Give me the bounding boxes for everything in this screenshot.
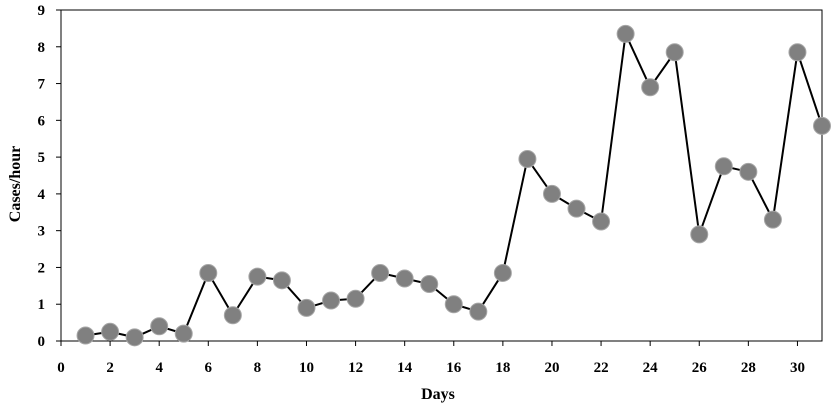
x-tick-label: 4: [155, 360, 163, 376]
data-point: [641, 78, 660, 97]
data-point: [199, 263, 218, 282]
data-point: [223, 306, 242, 325]
x-tick-label: 26: [692, 360, 708, 376]
data-point: [739, 162, 758, 181]
x-tick-label: 18: [495, 360, 510, 376]
x-tick-label: 6: [205, 360, 213, 376]
x-axis-title: Days: [421, 386, 455, 403]
data-point: [592, 212, 611, 231]
data-point: [788, 43, 807, 62]
x-axis: 0 2 4 6 8 10 12 14 16 18 20 22 24 26 28 30: [57, 341, 805, 376]
data-point: [125, 328, 144, 347]
data-point: [150, 317, 169, 336]
x-tick-label: 0: [57, 360, 65, 376]
plot-area: [60, 9, 823, 342]
x-tick-label: 8: [254, 360, 262, 376]
x-tick-label: 2: [106, 360, 114, 376]
data-point: [714, 157, 733, 176]
data-point: [763, 210, 782, 229]
x-tick-label: 14: [397, 360, 413, 376]
series-layer: [76, 24, 831, 347]
y-axis: 0 1 2 3 4 5 6 7 8 9: [38, 3, 61, 350]
data-point: [272, 271, 291, 290]
data-point: [371, 263, 390, 282]
data-point: [420, 274, 439, 293]
data-point: [690, 225, 709, 244]
data-point: [101, 322, 120, 341]
data-point: [76, 326, 95, 345]
y-tick-label: 3: [38, 224, 46, 240]
y-tick-label: 9: [38, 3, 46, 19]
y-tick-label: 1: [38, 297, 46, 313]
data-point: [665, 43, 684, 62]
series-line: [85, 30, 823, 339]
y-axis-title: Cases/hour: [7, 146, 24, 222]
y-tick-label: 6: [38, 113, 46, 129]
y-tick-label: 7: [38, 77, 46, 93]
data-point: [567, 199, 586, 218]
y-tick-label: 4: [38, 187, 46, 203]
data-point: [542, 184, 561, 203]
data-point: [616, 24, 635, 43]
data-point: [297, 298, 316, 317]
y-tick-label: 5: [38, 150, 46, 166]
y-tick-label: 2: [38, 260, 46, 276]
y-tick-label: 8: [38, 40, 46, 56]
x-tick-label: 30: [790, 360, 805, 376]
x-tick-label: 22: [594, 360, 609, 376]
x-tick-label: 20: [544, 360, 559, 376]
data-point: [346, 289, 365, 308]
data-point: [444, 295, 463, 314]
data-point: [174, 324, 193, 343]
data-point: [813, 116, 831, 135]
data-point: [469, 302, 488, 321]
data-point: [395, 269, 414, 288]
data-point: [493, 263, 512, 282]
x-tick-label: 12: [348, 360, 363, 376]
y-tick-label: 0: [38, 334, 46, 350]
x-tick-label: 10: [299, 360, 314, 376]
data-point: [322, 291, 341, 310]
data-point: [248, 267, 267, 286]
x-tick-label: 16: [446, 360, 462, 376]
x-tick-label: 28: [741, 360, 756, 376]
x-tick-label: 24: [643, 360, 659, 376]
data-point: [518, 149, 537, 168]
